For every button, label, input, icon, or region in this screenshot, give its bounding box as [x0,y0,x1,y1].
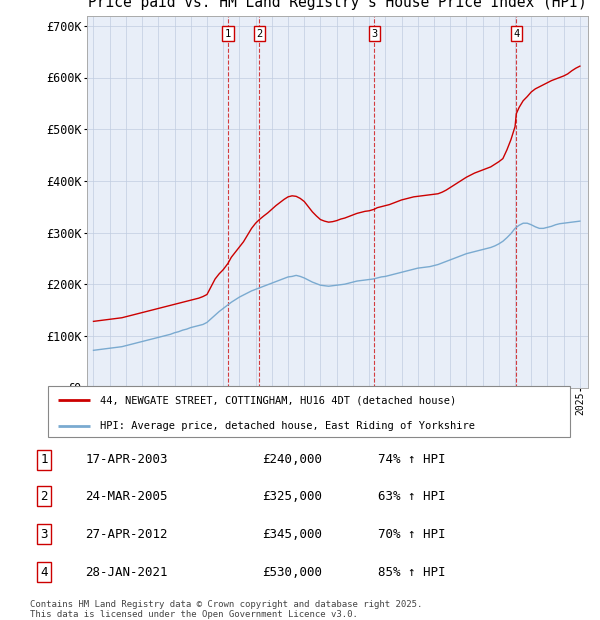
Text: £345,000: £345,000 [262,528,322,541]
Text: 3: 3 [40,528,47,541]
Text: 44, NEWGATE STREET, COTTINGHAM, HU16 4DT (detached house): 44, NEWGATE STREET, COTTINGHAM, HU16 4DT… [100,395,457,405]
Text: 70% ↑ HPI: 70% ↑ HPI [378,528,445,541]
Text: 1: 1 [225,29,231,38]
Text: 3: 3 [371,29,377,38]
Text: 24-MAR-2005: 24-MAR-2005 [85,490,168,503]
Text: 74% ↑ HPI: 74% ↑ HPI [378,453,445,466]
Text: 27-APR-2012: 27-APR-2012 [85,528,168,541]
Text: HPI: Average price, detached house, East Riding of Yorkshire: HPI: Average price, detached house, East… [100,421,475,431]
Title: 44, NEWGATE STREET, COTTINGHAM, HU16 4DT
Price paid vs. HM Land Registry's House: 44, NEWGATE STREET, COTTINGHAM, HU16 4DT… [88,0,587,10]
Text: £240,000: £240,000 [262,453,322,466]
Text: Contains HM Land Registry data © Crown copyright and database right 2025.
This d: Contains HM Land Registry data © Crown c… [30,600,422,619]
Text: 2: 2 [256,29,262,38]
Text: 28-JAN-2021: 28-JAN-2021 [85,566,168,579]
Text: 4: 4 [40,566,47,579]
Text: 4: 4 [513,29,520,38]
Text: 2: 2 [40,490,47,503]
Text: £325,000: £325,000 [262,490,322,503]
FancyBboxPatch shape [48,386,570,437]
Text: 85% ↑ HPI: 85% ↑ HPI [378,566,445,579]
Text: 1: 1 [40,453,47,466]
Text: 63% ↑ HPI: 63% ↑ HPI [378,490,445,503]
Text: 17-APR-2003: 17-APR-2003 [85,453,168,466]
Text: £530,000: £530,000 [262,566,322,579]
